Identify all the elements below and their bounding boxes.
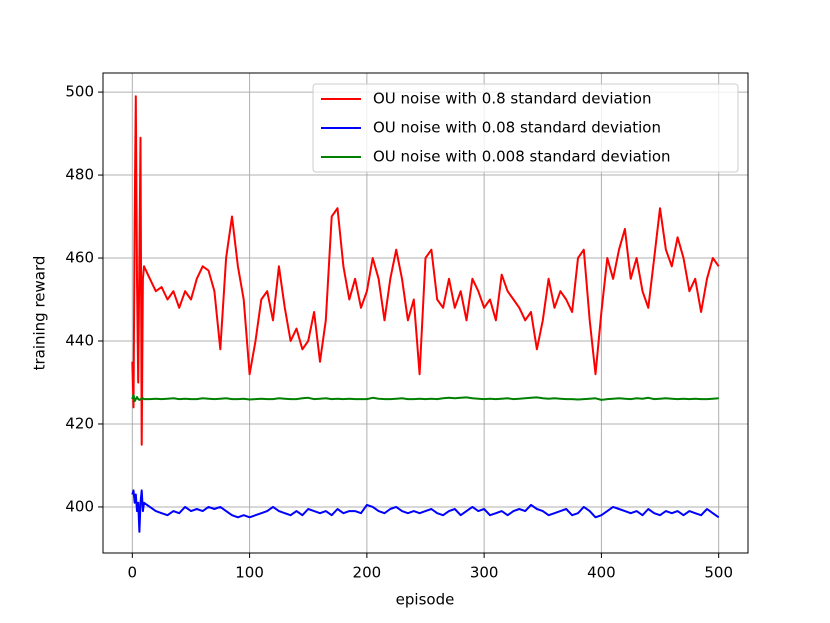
y-tick-label: 440 (65, 332, 94, 350)
series-line (131, 393, 719, 403)
x-tick-label: 400 (587, 564, 616, 582)
legend-box (312, 83, 739, 173)
x-tick-label: 100 (235, 564, 264, 582)
legend-label: OU noise with 0.008 standard deviation (373, 148, 671, 166)
x-tick-label: 200 (353, 564, 382, 582)
y-tick-label: 400 (65, 497, 94, 515)
plot-frame (102, 72, 749, 554)
legend-label: OU noise with 0.8 standard deviation (373, 90, 651, 108)
y-axis-label: training reward (31, 256, 49, 371)
legend-label: OU noise with 0.08 standard deviation (373, 119, 661, 137)
y-tick-label: 420 (65, 414, 94, 432)
x-tick-label: 300 (470, 564, 499, 582)
y-tick-label: 460 (65, 249, 94, 267)
y-tick-label: 480 (65, 166, 94, 184)
series-line (131, 95, 720, 446)
y-tick-label: 500 (65, 83, 94, 101)
x-axis-label: episode (396, 591, 455, 609)
x-tick-label: 0 (128, 564, 138, 582)
series-line (131, 489, 720, 533)
x-tick-label: 500 (704, 564, 733, 582)
